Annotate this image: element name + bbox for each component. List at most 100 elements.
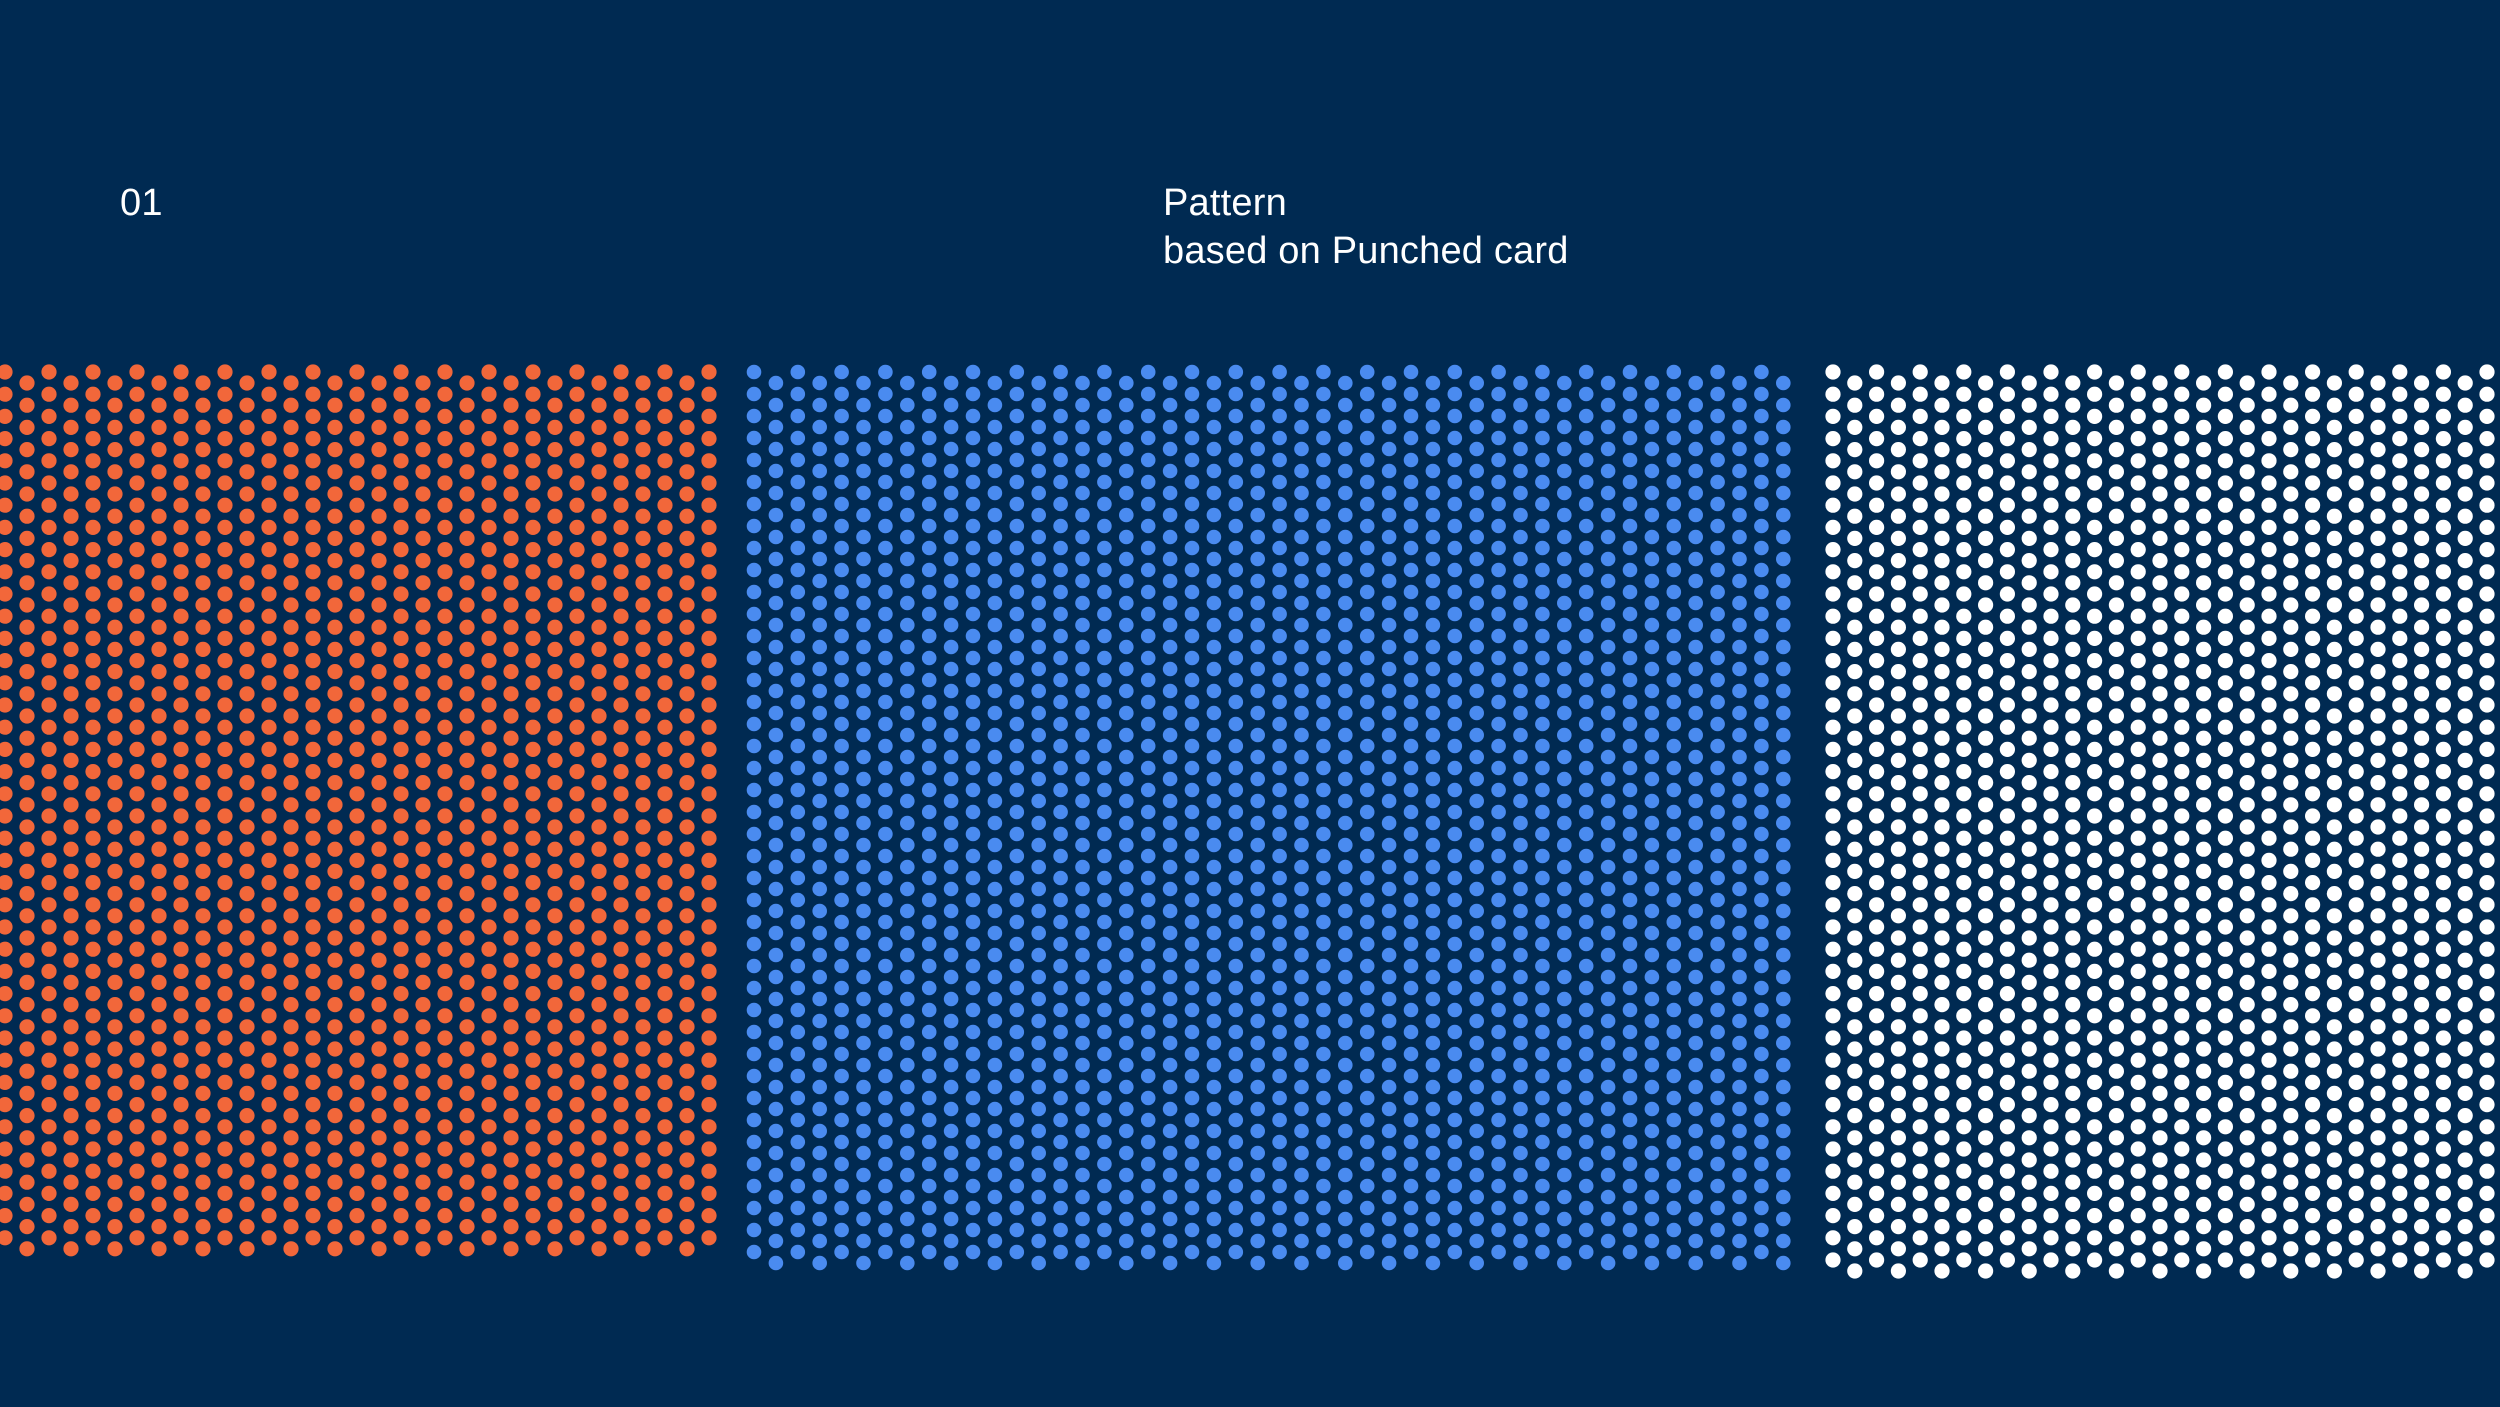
pattern-dot bbox=[195, 686, 211, 702]
pattern-dot bbox=[2261, 1097, 2277, 1113]
pattern-dot bbox=[1622, 804, 1638, 820]
pattern-dot bbox=[943, 1233, 959, 1249]
pattern-dot bbox=[965, 562, 981, 578]
pattern-dot bbox=[2326, 1219, 2342, 1235]
pattern-dot bbox=[151, 1063, 167, 1079]
pattern-dot bbox=[1403, 474, 1419, 490]
pattern-dot bbox=[1644, 947, 1660, 963]
pattern-dot bbox=[1272, 430, 1287, 446]
pattern-dot bbox=[261, 1052, 277, 1068]
pattern-dot bbox=[1513, 903, 1528, 919]
pattern-dot bbox=[1732, 1013, 1747, 1029]
pattern-dot bbox=[371, 419, 387, 435]
pattern-dot bbox=[701, 963, 717, 980]
pattern-dot bbox=[1535, 1068, 1550, 1084]
pattern-dot bbox=[1009, 870, 1025, 886]
pattern-dot bbox=[701, 875, 717, 891]
pattern-dot bbox=[1316, 430, 1331, 446]
pattern-dot bbox=[437, 497, 453, 513]
pattern-dot bbox=[2261, 1030, 2277, 1046]
pattern-dot bbox=[1206, 991, 1222, 1007]
pattern-dot bbox=[217, 1141, 233, 1157]
pattern-dot bbox=[503, 1152, 519, 1168]
pattern-dot bbox=[1053, 562, 1068, 578]
pattern-dot bbox=[1644, 881, 1660, 897]
pattern-dot bbox=[569, 519, 585, 536]
pattern-dot bbox=[1754, 1068, 1769, 1084]
pattern-dot bbox=[569, 1163, 585, 1179]
pattern-dot bbox=[1688, 683, 1703, 699]
pattern-dot bbox=[2217, 475, 2233, 491]
pattern-dot bbox=[812, 485, 827, 501]
pattern-dot bbox=[1053, 540, 1068, 556]
pattern-dot bbox=[1162, 1123, 1178, 1139]
pattern-dot bbox=[1162, 1057, 1178, 1073]
pattern-dot bbox=[1075, 859, 1090, 875]
pattern-dot bbox=[283, 730, 299, 746]
pattern-dot bbox=[1622, 1002, 1638, 1018]
pattern-dot bbox=[2021, 1041, 2037, 1057]
pattern-dot bbox=[437, 586, 453, 602]
pattern-dot bbox=[2065, 952, 2081, 968]
pattern-dot bbox=[1140, 1112, 1156, 1128]
pattern-dot bbox=[2370, 797, 2386, 813]
pattern-dot bbox=[2196, 797, 2212, 813]
pattern-dot bbox=[1381, 529, 1397, 545]
pattern-dot bbox=[1535, 1046, 1550, 1062]
pattern-dot bbox=[1075, 991, 1090, 1007]
pattern-dot bbox=[1578, 1134, 1594, 1150]
pattern-dot bbox=[2392, 408, 2408, 424]
pattern-dot bbox=[1912, 475, 1928, 491]
pattern-dot bbox=[1206, 375, 1222, 391]
pattern-dot bbox=[2261, 1230, 2277, 1246]
pattern-dot bbox=[2130, 1185, 2146, 1201]
pattern-dot bbox=[2174, 497, 2190, 513]
pattern-dot bbox=[2174, 630, 2190, 647]
pattern-dot bbox=[547, 486, 563, 502]
pattern-dot bbox=[19, 974, 35, 991]
pattern-dot bbox=[768, 397, 784, 413]
pattern-dot bbox=[965, 1156, 981, 1172]
pattern-dot bbox=[2174, 1141, 2190, 1157]
pattern-dot bbox=[1644, 507, 1660, 523]
pattern-dot bbox=[1688, 947, 1703, 963]
pattern-dot bbox=[0, 1141, 13, 1157]
pattern-dot bbox=[856, 573, 871, 589]
pattern-dot bbox=[1359, 430, 1375, 446]
pattern-dot bbox=[173, 919, 189, 935]
pattern-dot bbox=[1272, 496, 1287, 512]
pattern-dot bbox=[2130, 408, 2146, 424]
pattern-dot bbox=[1999, 875, 2015, 891]
pattern-dot bbox=[2479, 386, 2495, 402]
pattern-dot bbox=[1644, 441, 1660, 457]
pattern-dot bbox=[1162, 881, 1178, 897]
pattern-dot bbox=[305, 941, 321, 957]
pattern-dot bbox=[1688, 1189, 1703, 1205]
pattern-dot bbox=[2152, 974, 2168, 991]
pattern-dot bbox=[2457, 1174, 2473, 1190]
pattern-dot bbox=[1847, 997, 1863, 1013]
pattern-dot bbox=[569, 653, 585, 669]
pattern-dot bbox=[2043, 475, 2059, 491]
pattern-dot bbox=[768, 595, 784, 611]
pattern-dot bbox=[2283, 841, 2299, 857]
pattern-dot bbox=[2348, 608, 2364, 624]
pattern-dot bbox=[679, 952, 695, 968]
pattern-dot bbox=[834, 738, 849, 754]
pattern-dot bbox=[1912, 431, 1928, 447]
pattern-dot bbox=[239, 775, 255, 791]
pattern-dot bbox=[19, 997, 35, 1013]
pattern-dot bbox=[1600, 573, 1616, 589]
pattern-dot bbox=[1031, 1057, 1046, 1073]
pattern-dot bbox=[2261, 764, 2277, 780]
pattern-dot bbox=[2217, 630, 2233, 647]
pattern-dot bbox=[63, 997, 79, 1013]
pattern-dot bbox=[1053, 1090, 1068, 1106]
pattern-dot bbox=[1338, 1079, 1353, 1095]
pattern-dot bbox=[1228, 1222, 1244, 1238]
pattern-dot bbox=[2326, 597, 2342, 613]
pattern-dot bbox=[1912, 519, 1928, 536]
pattern-dot bbox=[1934, 908, 1950, 924]
pattern-dot bbox=[2348, 630, 2364, 647]
pattern-dot bbox=[1162, 1101, 1178, 1117]
